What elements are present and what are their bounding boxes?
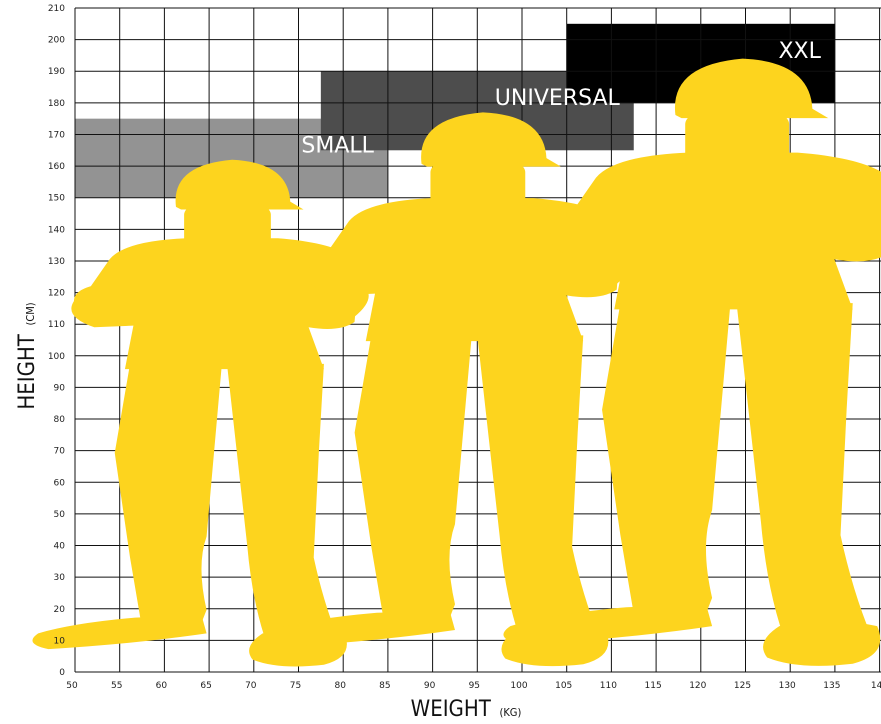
y-tick-label: 130: [48, 257, 65, 267]
x-tick-label: 90: [424, 681, 436, 691]
x-tick-label: 80: [334, 681, 346, 691]
worker-universal: [264, 112, 633, 667]
x-tick-label: 95: [469, 681, 480, 691]
y-tick-label: 180: [48, 99, 65, 109]
y-tick-label: 150: [48, 194, 65, 204]
x-tick-label: 50: [66, 681, 78, 691]
band-label-xxl: XXL: [778, 39, 821, 64]
y-axis-title: HEIGHT (CM): [15, 302, 40, 409]
y-tick-label: 200: [48, 36, 65, 46]
x-tick-label: 14: [871, 681, 881, 691]
x-tick-label: 75: [290, 681, 301, 691]
x-tick-label: 125: [734, 681, 751, 691]
band-label-small: SMALL: [301, 134, 374, 159]
x-tick-label: 100: [510, 681, 527, 691]
x-tick-label: 85: [379, 681, 390, 691]
y-axis-label: HEIGHT: [15, 333, 40, 409]
y-tick-label: 70: [54, 447, 66, 457]
x-tick-label: 70: [245, 681, 257, 691]
y-tick-label: 210: [48, 4, 65, 14]
y-tick-label: 20: [54, 605, 66, 615]
y-tick-label: 30: [54, 573, 66, 583]
y-tick-label: 90: [54, 383, 66, 393]
x-axis-label: WEIGHT: [411, 697, 492, 722]
x-tick-label: 120: [689, 681, 706, 691]
x-tick-label: 105: [555, 681, 572, 691]
y-tick-label: 50: [54, 510, 66, 520]
y-tick-label: 120: [48, 289, 65, 299]
tick-labels: 0 10 20 30 40 50 60 70 80 90 100 110 120 130 140 150 160…: [48, 4, 881, 691]
x-tick-label: 65: [200, 681, 211, 691]
worker-xxl: [503, 58, 881, 666]
y-axis-unit: (CM): [24, 302, 37, 325]
x-tick-label: 115: [645, 681, 662, 691]
x-tick-label: 130: [779, 681, 796, 691]
x-axis-title: WEIGHT (KG): [411, 697, 522, 722]
y-tick-label: 140: [48, 225, 65, 235]
y-tick-label: 100: [48, 352, 65, 362]
y-tick-label: 60: [54, 478, 66, 488]
y-tick-label: 0: [59, 668, 65, 678]
x-axis-unit: (KG): [499, 706, 521, 719]
y-tick-label: 40: [54, 542, 66, 552]
band-labels: SMALL UNIVERSAL XXL: [301, 39, 821, 159]
x-tick-label: 110: [600, 681, 617, 691]
worker-figures: [32, 58, 881, 667]
x-tick-label: 135: [823, 681, 840, 691]
y-tick-label: 170: [48, 130, 65, 140]
y-tick-label: 110: [48, 320, 65, 330]
worker-small: [32, 159, 369, 667]
x-tick-label: 55: [111, 681, 122, 691]
y-tick-label: 160: [48, 162, 65, 172]
y-tick-label: 80: [54, 415, 66, 425]
x-tick-label: 60: [156, 681, 168, 691]
band-label-universal: UNIVERSAL: [495, 86, 621, 111]
y-tick-label: 10: [54, 636, 66, 646]
y-tick-label: 190: [48, 67, 65, 77]
